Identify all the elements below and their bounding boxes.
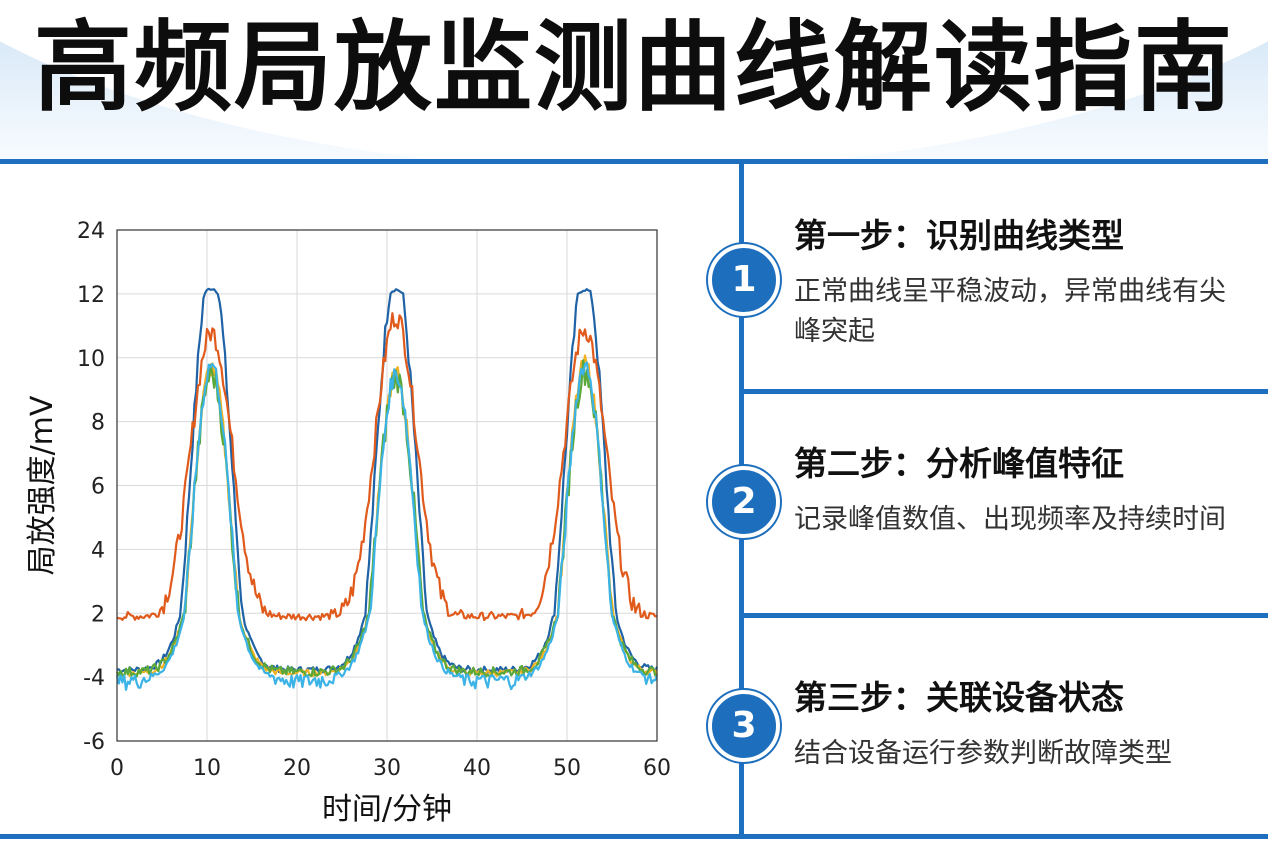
chart-panel: -6 -4 2 4 6 8 10 12 24 0 10 20 30 40 50 60 时间/分钟 局放强度/m… (0, 164, 739, 834)
y-tick-label: 10 (77, 347, 105, 372)
step-number-badge: 1 (708, 244, 780, 316)
step-description: 正常曲线呈平稳波动，异常曲线有尖峰突起 (794, 276, 1226, 347)
y-tick-label: 6 (91, 475, 105, 500)
step-number-badge: 2 (708, 466, 780, 538)
step-divider (742, 613, 1268, 618)
y-tick-label: -6 (83, 730, 105, 755)
series-line-5 (115, 361, 659, 691)
step-description: 结合设备运行参数判断故障类型 (794, 738, 1172, 769)
header-banner: 高频局放监测曲线解读指南 (0, 0, 1268, 160)
x-tick-label: 40 (463, 756, 491, 781)
x-tick-label: 20 (283, 756, 311, 781)
step-description: 记录峰值数值、出现频率及持续时间 (794, 504, 1226, 535)
series-line-2 (116, 312, 658, 622)
y-tick-label: -4 (83, 666, 105, 691)
x-tick-label: 30 (373, 756, 401, 781)
y-axis-label: 局放强度/mV (25, 395, 60, 575)
plot-frame (116, 229, 658, 742)
x-tick-label: 50 (553, 756, 581, 781)
step-3: 3 第三步：关联设备状态 结合设备运行参数判断故障类型 (708, 618, 1268, 834)
step-number-badge: 3 (708, 690, 780, 762)
y-tick-label: 2 (91, 602, 105, 627)
y-tick-label: 8 (91, 411, 105, 436)
step-title: 第二步：分析峰值特征 (794, 444, 1124, 483)
y-tick-label: 24 (77, 219, 105, 244)
page-title: 高频局放监测曲线解读指南 (33, 11, 1234, 125)
step-title: 第一步：识别曲线类型 (794, 216, 1124, 255)
step-title: 第三步：关联设备状态 (794, 678, 1124, 717)
step-2: 2 第二步：分析峰值特征 记录峰值数值、出现频率及持续时间 (708, 394, 1268, 613)
series-group (115, 287, 659, 691)
step-divider (742, 389, 1268, 394)
footer-divider (0, 834, 1268, 839)
x-tick-label: 0 (110, 756, 124, 781)
x-tick-label: 10 (193, 756, 221, 781)
header-divider (0, 159, 1268, 164)
step-1: 1 第一步：识别曲线类型 正常曲线呈平稳波动，异常曲线有尖峰突起 (708, 164, 1268, 389)
x-tick-label: 60 (643, 756, 671, 781)
x-axis-label: 时间/分钟 (322, 792, 452, 827)
y-tick-label: 12 (77, 283, 105, 308)
y-tick-label: 4 (91, 538, 105, 563)
